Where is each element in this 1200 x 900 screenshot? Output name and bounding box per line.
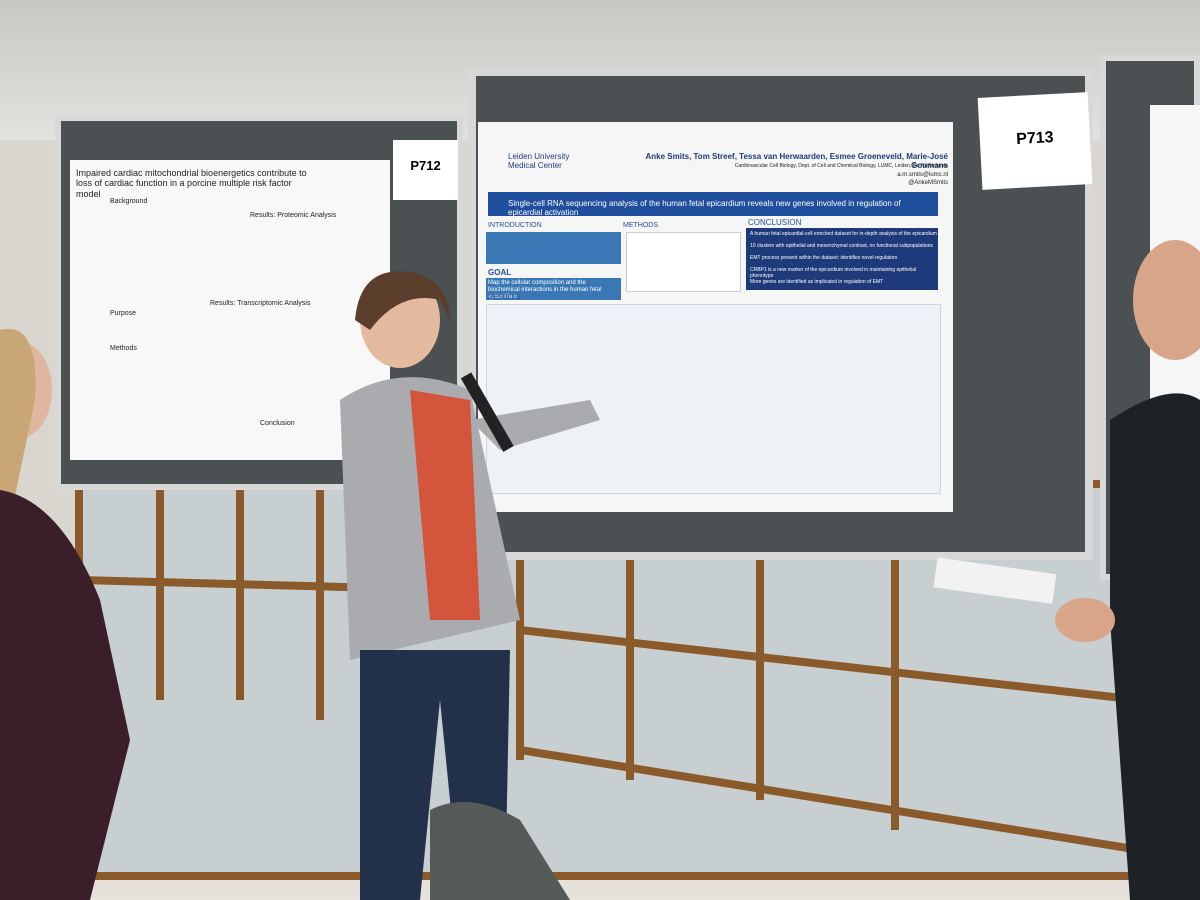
label-text: P712 [410,158,441,173]
section-heading: Purpose [110,310,137,317]
attendee-right [933,240,1200,900]
poster-title: Impaired cardiac mitochondrial bioenerge… [76,168,307,199]
conclusion-item: A human fetal epicardial-cell enriched d… [750,231,937,237]
section-heading: CONCLUSION [748,218,802,227]
conclusion-box: A human fetal epicardial-cell enriched d… [746,228,938,290]
presenter [340,271,600,900]
section-heading: RESULTS [488,294,520,301]
intro-box [486,232,621,264]
section-heading: Results: Transcriptomic Analysis [210,300,311,307]
conclusion-item: CRBP1 is a new marker of the epicardium … [750,267,917,279]
center-poster: Leiden University Medical Center Anke Sm… [478,122,953,512]
section-heading: Background [110,198,148,205]
left-poster: Impaired cardiac mitochondrial bioenerge… [70,160,390,460]
section-heading: GOAL [488,268,512,277]
results-panel [486,304,941,494]
email: a.m.smits@lumc.nl [897,172,948,178]
conclusion-item: More genes are identified as implicated … [750,279,884,285]
section-heading: Results: Proteomic Analysis [250,212,337,219]
section-heading: METHODS [623,222,658,229]
section-heading: Conclusion [260,420,295,427]
institution: Leiden University Medical Center [508,152,570,171]
poster-title: Single-cell RNA sequencing analysis of t… [488,192,938,217]
backpack [430,802,570,900]
section-heading: Methods [110,345,137,352]
attendee-left [0,328,130,900]
methods-figure [626,232,741,292]
section-heading: INTRODUCTION [488,222,542,229]
handle: @AnkeMSmits [908,180,948,186]
conclusion-item: EMT process present within the dataset: … [750,255,898,261]
poster-label: P712 [393,140,458,200]
affiliation: Cardiovascular Cell Biology, Dept. of Ce… [734,163,948,169]
goal-text: Map the cellular composition and the bio… [486,278,621,300]
conclusion-item: 10 clusters with epithelial and mesenchy… [750,243,933,249]
authors: Anke Smits, Tom Streef, Tessa van Herwaa… [645,152,949,171]
